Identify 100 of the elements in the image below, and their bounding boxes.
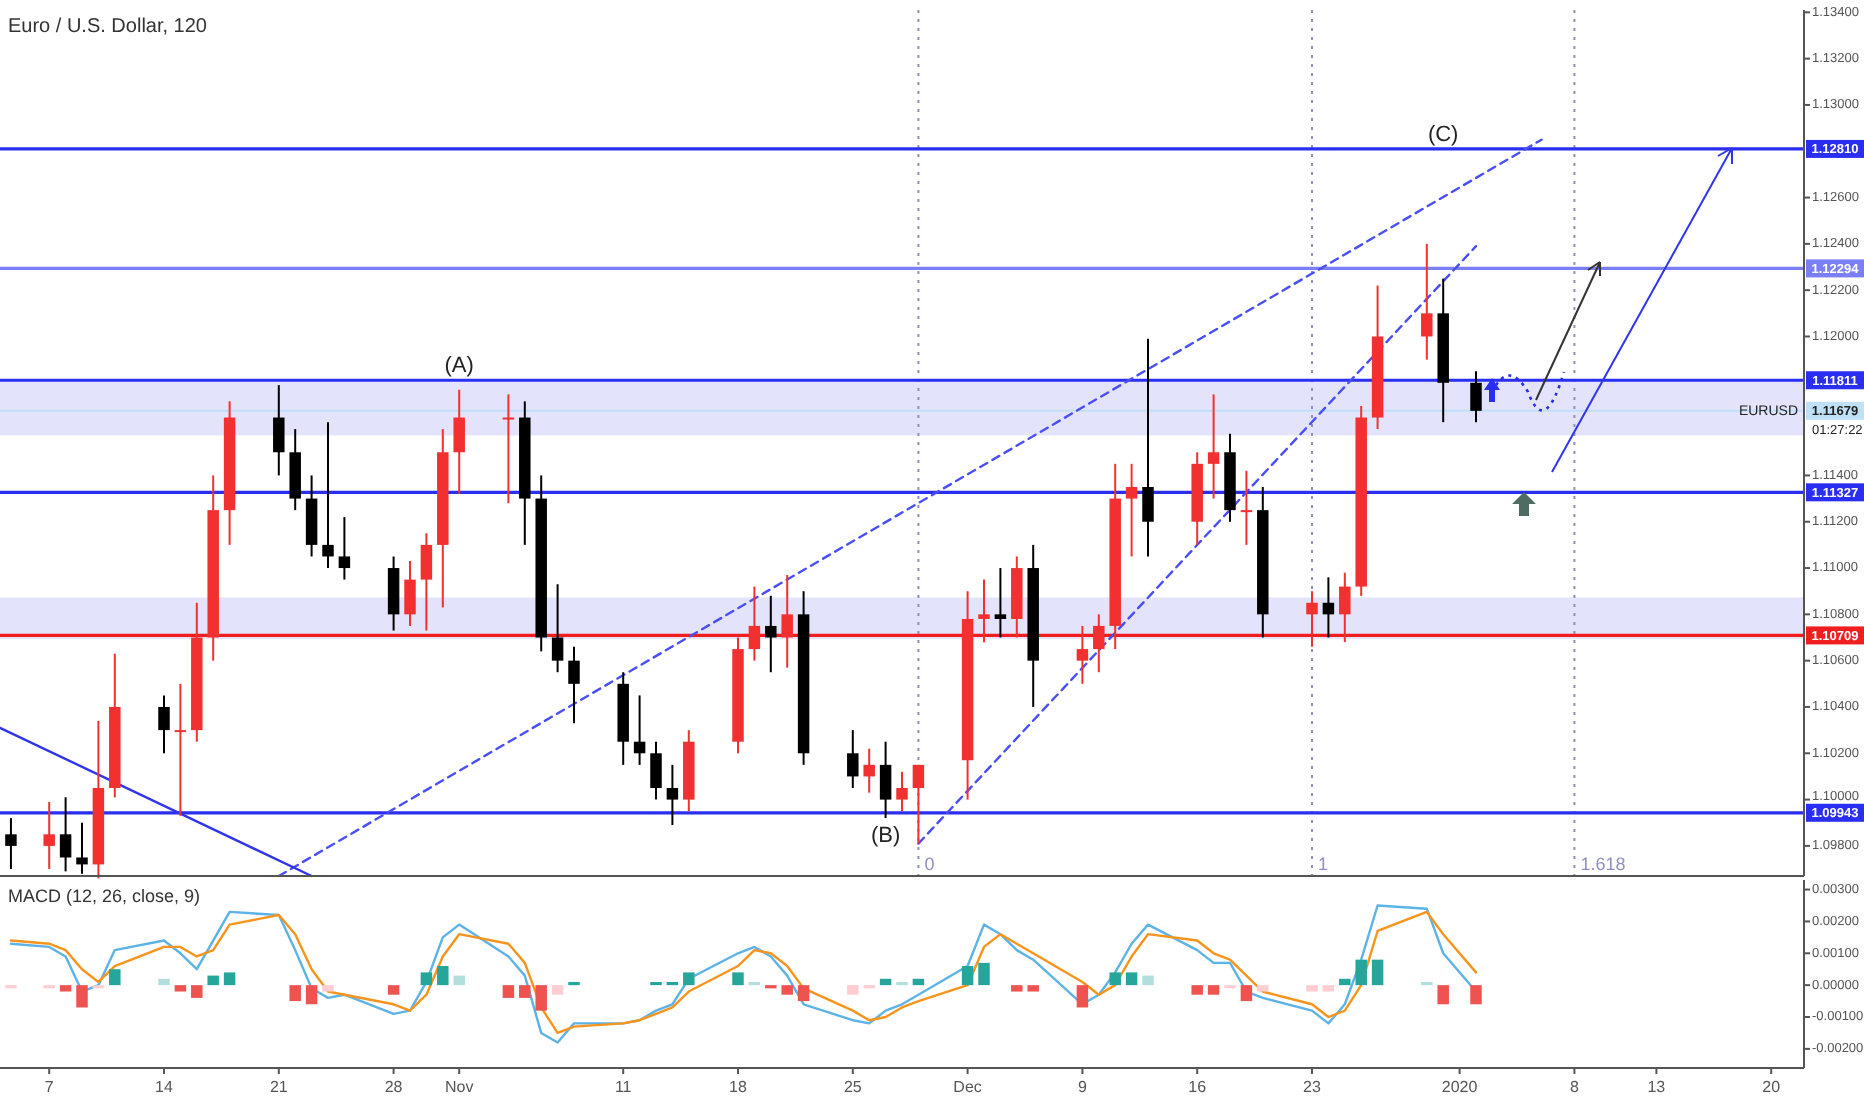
candlestick xyxy=(322,421,334,570)
x-tick-label: 7 xyxy=(44,1078,55,1096)
candlestick xyxy=(847,729,859,790)
x-tick-label: 2020 xyxy=(1441,1078,1479,1096)
ref-line-label: 1 xyxy=(1318,854,1329,874)
bar xyxy=(535,985,547,1011)
bar xyxy=(387,985,400,995)
bar xyxy=(1027,985,1039,992)
bar xyxy=(1076,985,1089,1008)
candlestick xyxy=(896,770,908,813)
bar xyxy=(978,962,990,986)
candlestick xyxy=(912,763,925,845)
bar xyxy=(59,985,72,992)
x-tick-label: 11 xyxy=(614,1078,633,1096)
bar xyxy=(1191,985,1203,995)
bar xyxy=(912,978,925,986)
candlestick xyxy=(1322,576,1335,639)
candlestick xyxy=(633,694,646,766)
x-tick-label: 16 xyxy=(1188,1078,1208,1096)
candlestick xyxy=(1240,469,1253,546)
bar xyxy=(305,985,318,1005)
bar xyxy=(781,985,793,995)
bar xyxy=(847,985,859,995)
bar xyxy=(1306,985,1318,992)
bar xyxy=(1240,985,1253,1002)
candlestick xyxy=(1125,462,1138,558)
bar xyxy=(453,975,465,986)
candlestick xyxy=(551,583,564,674)
bar xyxy=(158,978,170,986)
x-tick-label: 13 xyxy=(1647,1078,1667,1096)
bar xyxy=(289,985,301,1002)
bar xyxy=(732,972,744,986)
bar xyxy=(174,985,187,992)
candlestick xyxy=(765,594,777,674)
bar xyxy=(1437,985,1449,1005)
ref-line-label: 1.618 xyxy=(1580,854,1626,874)
candlestick xyxy=(43,800,55,871)
ref-line-label: 0 xyxy=(924,854,935,874)
annotation: (A) xyxy=(444,354,474,379)
candlestick xyxy=(273,384,285,477)
bar xyxy=(207,975,219,986)
candlestick xyxy=(420,532,433,632)
bar xyxy=(519,985,531,998)
bar xyxy=(1257,985,1269,992)
bar xyxy=(1207,985,1220,995)
candlestick xyxy=(1207,393,1220,500)
bar xyxy=(1322,985,1335,992)
x-tick-label: 18 xyxy=(729,1078,748,1096)
candlestick xyxy=(1306,590,1318,648)
candlestick xyxy=(650,740,662,801)
candlestick xyxy=(879,740,892,820)
chart-title: Euro / U.S. Dollar, 120 xyxy=(8,16,208,38)
candlestick xyxy=(76,821,88,875)
bar xyxy=(1355,959,1367,986)
candlestick xyxy=(1339,571,1351,644)
candlestick xyxy=(387,555,400,632)
bar xyxy=(1109,972,1121,986)
annotation: (B) xyxy=(870,824,901,849)
bar xyxy=(683,972,695,986)
candlestick xyxy=(158,694,170,755)
candlestick xyxy=(59,796,72,873)
bar xyxy=(322,985,334,992)
candlestick xyxy=(5,817,17,871)
bar xyxy=(1371,959,1384,986)
candlestick xyxy=(1076,624,1089,685)
candlestick xyxy=(748,585,761,662)
x-tick-label: Dec xyxy=(953,1078,982,1096)
candlestick xyxy=(289,428,301,512)
x-tick-label: 23 xyxy=(1303,1078,1322,1096)
bar xyxy=(223,972,236,986)
candlestick xyxy=(1142,337,1154,558)
chart-title: MACD (12, 26, close, 9) xyxy=(8,886,201,906)
candlestick xyxy=(305,474,318,558)
x-tick-label: 21 xyxy=(269,1078,289,1096)
x-tick-label: 28 xyxy=(384,1078,404,1096)
candlestick xyxy=(404,560,416,627)
candlestick xyxy=(863,747,875,794)
candlestick xyxy=(174,682,187,817)
candlestick xyxy=(978,578,990,644)
x-tick-label: 20 xyxy=(1762,1078,1782,1096)
x-tick-label: Nov xyxy=(444,1078,474,1096)
candlestick xyxy=(1421,242,1433,361)
bar xyxy=(109,969,121,986)
annotation: (C) xyxy=(1427,122,1459,147)
candlestick xyxy=(994,567,1007,639)
bar xyxy=(879,978,892,986)
x-tick-label: 14 xyxy=(155,1078,174,1096)
bar xyxy=(191,985,203,998)
bar xyxy=(1339,978,1351,986)
bar xyxy=(797,985,810,1002)
candlestick xyxy=(1093,613,1105,674)
candlestick xyxy=(666,763,679,827)
candlestick xyxy=(568,645,580,725)
x-tick-label: 9 xyxy=(1077,1078,1088,1096)
bar xyxy=(551,985,564,995)
candlestick xyxy=(338,516,351,581)
bar xyxy=(420,972,433,986)
bar xyxy=(1470,985,1482,1005)
bar xyxy=(1125,972,1138,986)
candlestick xyxy=(453,388,465,495)
